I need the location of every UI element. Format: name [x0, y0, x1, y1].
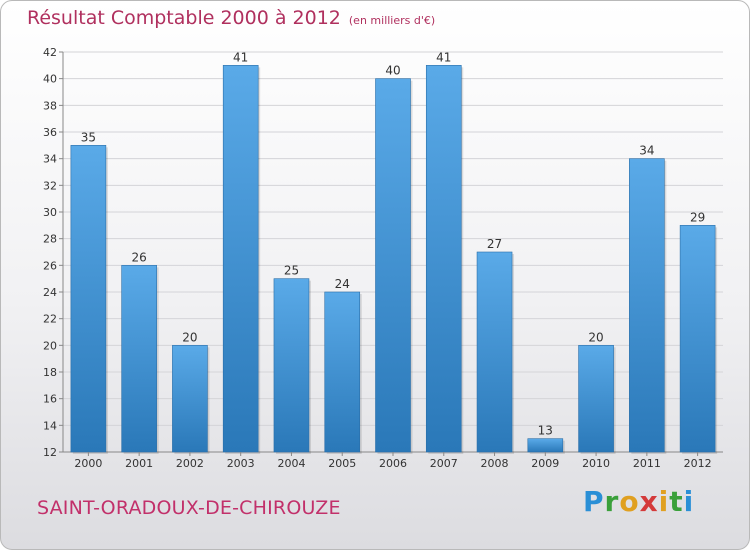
y-tick-label: 16: [43, 393, 57, 406]
y-tick-label: 22: [43, 313, 57, 326]
y-tick-label: 38: [43, 99, 57, 112]
bar: [679, 225, 716, 453]
bar: [222, 65, 259, 453]
y-tick-label: 36: [43, 126, 57, 139]
data-label: 20: [588, 330, 603, 344]
x-tick-label: 2008: [481, 457, 509, 470]
data-label: 41: [233, 50, 248, 64]
proxiti-logo: Proxiti: [583, 485, 694, 518]
chart-title: Résultat Comptable 2000 à 2012 (en millie…: [27, 7, 435, 29]
data-label: 34: [639, 144, 654, 158]
commune-name: SAINT-ORADOUX-DE-CHIROUZE: [37, 497, 341, 519]
x-tick-label: 2011: [633, 457, 661, 470]
bar: [629, 158, 665, 453]
y-tick-label: 34: [43, 153, 57, 166]
y-tick-label: 12: [43, 446, 57, 459]
bar: [324, 291, 361, 453]
data-label: 25: [284, 264, 299, 278]
logo-letter: r: [604, 485, 620, 518]
data-label: 24: [335, 277, 350, 291]
data-label: 41: [436, 50, 451, 64]
data-label: 40: [385, 64, 400, 78]
y-tick-label: 18: [43, 366, 57, 379]
logo-letter: P: [583, 485, 605, 518]
y-tick-label: 20: [43, 339, 57, 352]
x-tick-label: 2012: [684, 457, 712, 470]
y-tick-label: 30: [43, 206, 57, 219]
bar: [527, 438, 564, 453]
x-tick-label: 2004: [277, 457, 305, 470]
bar: [425, 65, 462, 453]
y-tick-label: 40: [43, 73, 57, 86]
y-tick-label: 42: [43, 46, 57, 59]
logo-letter: i: [683, 485, 695, 518]
logo-letter: o: [619, 485, 640, 518]
chart-title-text: Résultat Comptable 2000 à 2012: [27, 7, 341, 29]
x-tick-label: 2003: [227, 457, 255, 470]
bar: [476, 251, 513, 453]
y-tick-label: 32: [43, 179, 57, 192]
x-tick-label: 2006: [379, 457, 407, 470]
x-tick-label: 2001: [125, 457, 153, 470]
x-tick-label: 2007: [430, 457, 458, 470]
y-tick-label: 24: [43, 286, 57, 299]
bar: [70, 145, 107, 453]
data-label: 26: [132, 250, 147, 264]
x-tick-label: 2000: [74, 457, 102, 470]
y-tick-label: 26: [43, 259, 57, 272]
data-label: 20: [182, 330, 197, 344]
bar: [121, 265, 157, 453]
x-tick-label: 2009: [531, 457, 559, 470]
logo-letter: i: [658, 485, 670, 518]
data-label: 27: [487, 237, 502, 251]
bar: [273, 278, 310, 453]
x-tick-label: 2005: [328, 457, 356, 470]
data-label: 13: [538, 424, 553, 438]
bar: [375, 78, 411, 453]
logo-letter: x: [639, 485, 659, 518]
y-tick-label: 28: [43, 233, 57, 246]
y-tick-label: 14: [43, 419, 57, 432]
x-tick-label: 2010: [582, 457, 610, 470]
chart-unit: (en milliers d'€): [348, 14, 436, 27]
logo-letter: t: [669, 485, 684, 518]
data-label: 35: [81, 130, 96, 144]
x-tick-label: 2002: [176, 457, 204, 470]
data-label: 29: [690, 210, 705, 224]
bar: [172, 345, 208, 453]
bar: [578, 345, 614, 453]
